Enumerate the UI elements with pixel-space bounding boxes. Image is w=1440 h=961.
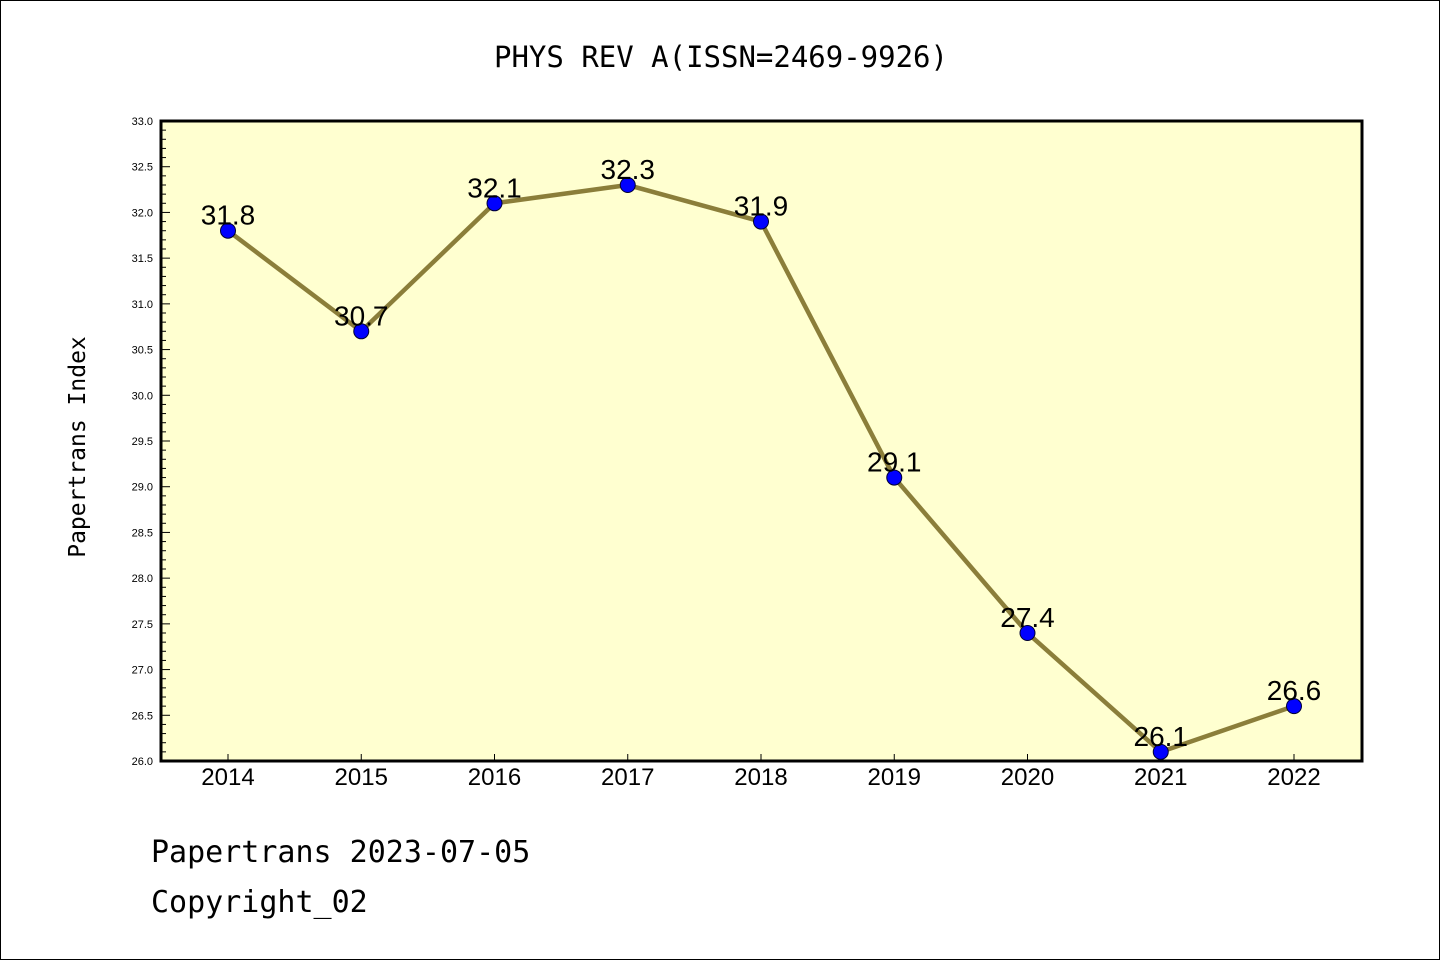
x-tick-label: 2014 [201,764,254,791]
y-tick-label: 29.5 [132,436,153,448]
data-point [753,213,769,230]
y-tick-label: 31.0 [132,299,153,311]
data-label: 30.7 [334,300,389,331]
y-axis-label: Papertrans Index [65,336,91,558]
data-label: 27.4 [1000,602,1055,633]
data-point [1152,743,1169,760]
data-point [353,323,370,340]
y-tick-label: 30.0 [132,390,153,402]
y-axis-ticks: 26.0 26.5 27.0 27.5 28.0 28.5 29.0 29.5 30.0 30.5… [132,116,170,768]
series-markers [220,177,1302,760]
y-tick-label: 28.5 [132,527,153,539]
y-tick-label: 32.0 [132,207,153,219]
footer-date: Papertrans 2023-07-05 [151,835,531,870]
x-tick-label: 2021 [1134,764,1187,791]
data-label: 31.8 [201,200,256,231]
data-label: 32.1 [467,172,522,203]
x-tick-label: 2018 [734,764,787,791]
x-axis-ticks: 2014 2015 2016 2017 2018 2019 2020 2021 2022 [201,754,1321,791]
x-tick-label: 2022 [1267,764,1320,791]
data-point [1019,625,1036,641]
footer-copyright: Copyright_02 [151,885,368,920]
y-tick-label: 30.5 [132,345,153,357]
x-tick-label: 2015 [335,764,388,791]
data-labels: 31.8 30.7 32.1 32.3 31.9 29.1 27.4 26.1 26.6 [201,154,1322,752]
data-point [486,195,503,212]
data-point [220,222,236,239]
x-tick-label: 2020 [1001,764,1054,791]
y-tick-label: 27.5 [132,619,153,631]
y-tick-label: 31.5 [132,253,153,265]
y-tick-label: 29.0 [132,482,153,494]
chart-title: PHYS REV A(ISSN=2469-9926) [494,40,948,74]
data-label: 31.9 [734,191,789,222]
x-tick-label: 2017 [601,764,654,791]
y-tick-label: 27.0 [132,665,153,677]
y-tick-label: 26.5 [132,710,153,722]
y-tick-label: 32.5 [132,162,153,174]
data-label: 29.1 [867,447,922,478]
y-tick-label: 33.0 [132,116,153,128]
y-tick-label: 28.0 [132,573,153,585]
data-point [619,177,636,193]
data-point [886,469,903,486]
data-label: 26.1 [1134,721,1189,752]
data-point [1286,698,1302,715]
data-label: 32.3 [601,154,656,185]
x-tick-label: 2019 [868,764,921,791]
x-tick-label: 2016 [468,764,521,791]
y-tick-label: 26.0 [132,756,153,768]
data-label: 26.6 [1267,675,1322,706]
